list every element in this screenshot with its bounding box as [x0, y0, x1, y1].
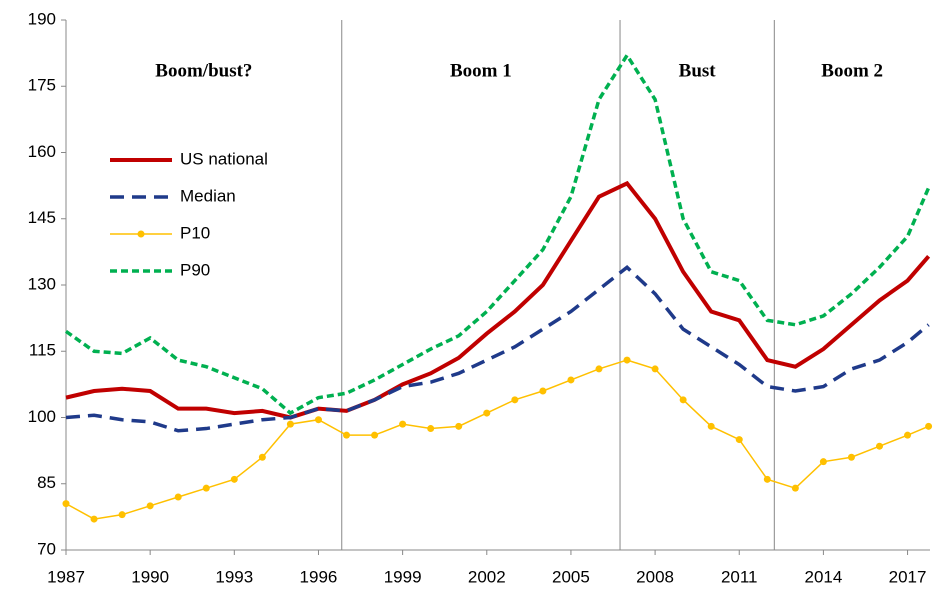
point — [286, 420, 294, 428]
legend-label: P90 — [180, 260, 210, 279]
point — [427, 425, 435, 433]
x-tick-label: 1990 — [131, 567, 169, 586]
x-tick-label: 2002 — [468, 567, 506, 586]
region-label: Bust — [679, 60, 717, 81]
point — [483, 409, 491, 417]
point — [174, 493, 182, 501]
x-tick-label: 1999 — [384, 567, 422, 586]
series-line — [65, 359, 929, 520]
y-tick-label: 100 — [28, 407, 56, 426]
x-tick-label: 1996 — [300, 567, 338, 586]
y-tick-label: 130 — [28, 274, 56, 293]
point — [904, 431, 912, 439]
y-tick-label: 115 — [29, 341, 56, 360]
y-tick-label: 145 — [28, 208, 56, 227]
legend-label: Median — [180, 186, 236, 205]
point — [707, 422, 715, 430]
series-line — [65, 180, 931, 420]
point — [651, 365, 659, 373]
point — [455, 422, 463, 430]
point — [876, 442, 884, 450]
y-tick-label: 175 — [28, 76, 56, 95]
point — [791, 484, 799, 492]
region-label: Boom 2 — [821, 60, 883, 81]
point — [623, 356, 631, 364]
x-tick-label: 2011 — [721, 567, 758, 586]
point — [399, 420, 407, 428]
point — [819, 458, 827, 466]
point — [230, 475, 238, 483]
x-tick-label: 2017 — [889, 567, 927, 586]
point — [62, 500, 70, 508]
point — [567, 376, 575, 384]
y-tick-label: 70 — [37, 539, 56, 558]
legend-label: P10 — [180, 223, 210, 242]
point — [735, 436, 743, 444]
point — [146, 502, 154, 510]
point — [595, 365, 603, 373]
x-tick-label: 1987 — [47, 567, 85, 586]
point — [763, 475, 771, 483]
point — [679, 396, 687, 404]
x-tick-label: 1993 — [215, 567, 253, 586]
point — [90, 515, 98, 523]
legend-label: US national — [180, 149, 268, 168]
point — [258, 453, 266, 461]
series-line — [65, 265, 930, 433]
point — [925, 422, 933, 430]
y-tick-label: 190 — [28, 9, 56, 28]
series-line — [64, 52, 931, 416]
x-tick-label: 2008 — [636, 567, 674, 586]
region-label: Boom/bust? — [155, 60, 252, 81]
point — [511, 396, 519, 404]
y-tick-label: 85 — [37, 473, 56, 492]
x-tick-label: 2014 — [804, 567, 842, 586]
point — [343, 431, 351, 439]
point — [202, 484, 210, 492]
point — [118, 511, 126, 519]
legend-marker — [137, 230, 145, 238]
point — [371, 431, 379, 439]
region-label: Boom 1 — [450, 60, 512, 81]
x-tick-label: 2005 — [552, 567, 590, 586]
point — [314, 416, 322, 424]
y-tick-label: 160 — [28, 142, 56, 161]
point — [539, 387, 547, 395]
point — [847, 453, 855, 461]
